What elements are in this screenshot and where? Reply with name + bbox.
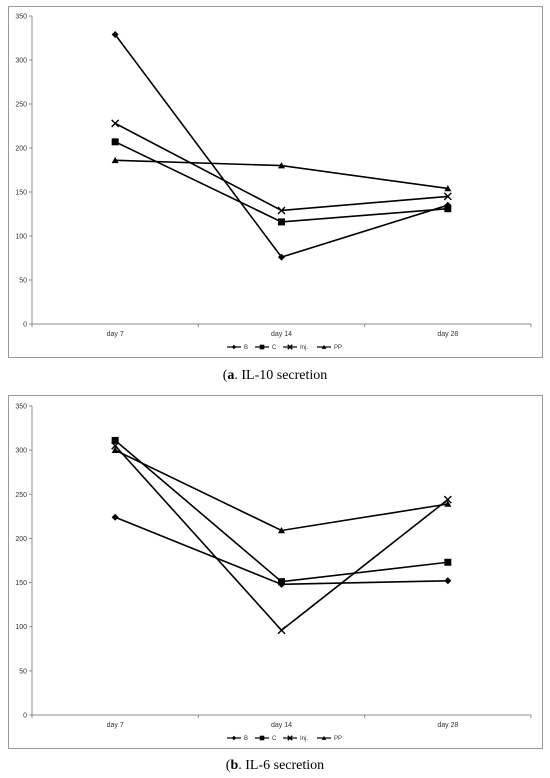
il10-chart: 0 50 100 150 200 250 300 350 day 7 day 14 day 28 B C… [15, 14, 532, 351]
data-point [277, 206, 286, 215]
legend-label: C [272, 345, 277, 351]
y-tick-label: 150 [15, 580, 27, 587]
x-tick-label: day 7 [107, 722, 124, 729]
series-b [111, 30, 452, 261]
y-tick-label: 350 [15, 14, 27, 21]
x-tick-label: day 28 [437, 722, 458, 729]
caption-a-label: a [227, 368, 235, 383]
series-inj [111, 441, 452, 635]
legend-label: PP [334, 345, 342, 351]
data-point [278, 578, 285, 586]
y-tick-label: 0 [23, 322, 27, 329]
y-tick-label: 200 [15, 536, 27, 543]
legend-label: C [272, 736, 277, 742]
legend-label: B [244, 736, 248, 742]
legend-label: Inj. [300, 345, 308, 351]
data-point [111, 513, 119, 521]
chart-panel-a: 0 50 100 150 200 250 300 350 day 7 day 14 day 28 B C… [8, 6, 543, 358]
data-point [444, 184, 452, 192]
y-tick-label: 0 [23, 713, 27, 720]
data-point [111, 138, 119, 146]
caption-a: (a. IL-10 secretion [222, 368, 328, 383]
data-point [444, 500, 452, 507]
series-pp [111, 156, 452, 192]
y-tick-label: 250 [15, 492, 27, 499]
x-tick-label: day 14 [271, 331, 292, 338]
data-point [444, 577, 452, 585]
legend-marker [259, 735, 265, 741]
legend-marker [287, 735, 293, 741]
data-point [111, 436, 119, 444]
il6-chart: 0 50 100 150 200 250 300 350 day 7 day 14 day 28 B C… [15, 404, 532, 742]
legend-marker [259, 344, 265, 350]
series-pp [111, 446, 452, 534]
series-c [111, 436, 452, 586]
y-tick-label: 50 [19, 278, 27, 285]
series-line [114, 449, 448, 532]
legend-marker [287, 344, 293, 350]
x-tick-label: day 7 [107, 331, 124, 338]
series-c [111, 138, 452, 226]
legend-marker [231, 735, 237, 741]
legend-marker [321, 735, 327, 740]
legend: B C Inj. PP [227, 735, 342, 742]
data-point [278, 526, 285, 534]
series-inj [111, 119, 452, 215]
data-point [111, 156, 119, 164]
legend: B C Inj. PP [227, 344, 342, 351]
data-point [278, 218, 285, 226]
y-tick-label: 200 [15, 146, 27, 153]
data-point [278, 162, 285, 169]
y-tick-label: 350 [15, 404, 27, 411]
data-point [111, 30, 119, 38]
chart-panel-b: 0 50 100 150 200 250 300 350 day 7 day 14 day 28 B C… [8, 395, 543, 749]
legend-label: PP [334, 736, 342, 742]
legend-label: B [244, 345, 248, 351]
y-tick-label: 250 [15, 102, 27, 109]
series-line [114, 439, 448, 583]
y-tick-label: 150 [15, 190, 27, 197]
data-point [444, 205, 452, 213]
data-point [111, 119, 120, 128]
data-point [443, 495, 452, 504]
caption-b: (b. IL-6 secretion [225, 758, 325, 773]
series-b [111, 513, 452, 588]
x-tick-label: day 28 [437, 331, 458, 338]
caption-b-label: b [230, 758, 239, 773]
caption-a-text: . IL-10 secretion [234, 368, 328, 383]
data-point [277, 626, 286, 635]
y-tick-label: 300 [15, 58, 27, 65]
y-tick-label: 100 [15, 624, 27, 631]
legend-label: Inj. [300, 736, 308, 742]
legend-marker [321, 344, 327, 349]
data-point [111, 441, 120, 450]
y-tick-label: 300 [15, 448, 27, 455]
data-point [444, 558, 452, 566]
y-tick-label: 50 [19, 668, 27, 675]
y-tick-label: 100 [15, 234, 27, 241]
data-point [111, 446, 119, 453]
data-point [278, 253, 285, 261]
data-point [443, 192, 452, 201]
x-tick-label: day 14 [271, 722, 292, 729]
legend-marker [231, 344, 237, 350]
caption-b-text: . IL-6 secretion [238, 758, 325, 773]
